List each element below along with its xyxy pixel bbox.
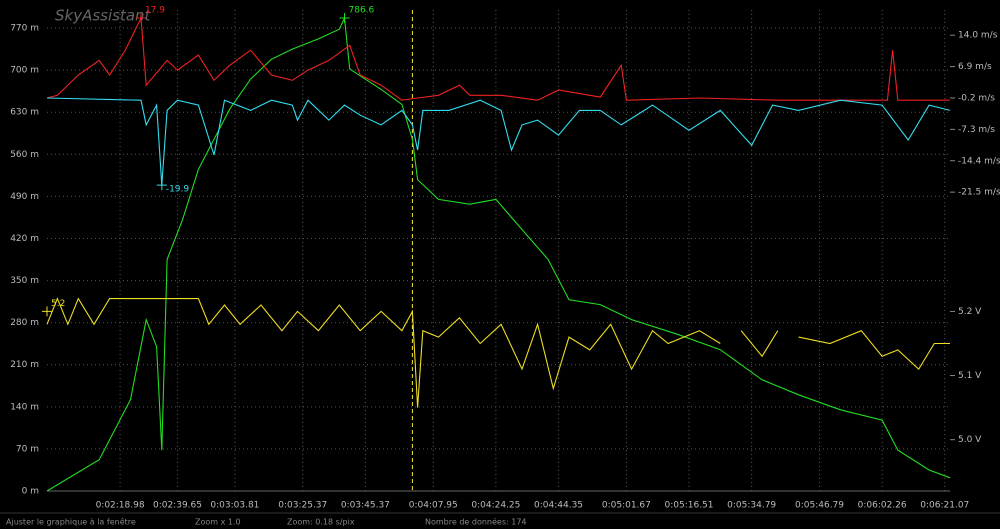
status-zoom: Zoom x 1.0 [195,518,241,527]
annotation-label: 786.6 [349,6,375,16]
x-tick-label: 0:02:18.98 [96,501,145,511]
annotation-label: 5.2 [51,299,65,309]
y2-tick-label: -21.5 m/s [958,188,1000,198]
annotation-label: 17.9 [145,5,165,15]
series-line [46,16,951,492]
x-tick-label: 0:05:01.67 [602,501,651,511]
status-fit[interactable]: Ajuster le graphique à la fenêtre [6,517,136,527]
y-tick-label: 70 m [16,444,39,454]
y-tick-label: 0 m [22,487,39,497]
y-tick-label: 420 m [10,234,39,244]
y3-tick-label: 5.0 V [958,435,982,445]
y-tick-label: 630 m [10,108,39,118]
y-tick-label: 280 m [10,318,39,328]
y2-tick-label: -7.3 m/s [958,125,995,135]
x-tick-label: 0:03:03.81 [210,501,259,511]
series-line [46,15,950,101]
y2-tick-label: -14.4 m/s [958,156,1000,166]
watermark: SkyAssistant [55,7,152,25]
status-zoom-time: Zoom: 0.18 s/pix [287,518,355,527]
x-tick-label: 0:03:45.37 [341,501,390,511]
x-tick-label: 0:04:24.25 [471,501,520,511]
status-count: Nombre de données: 174 [425,517,527,527]
y-tick-label: 700 m [10,66,39,76]
y-tick-label: 490 m [10,192,39,202]
annotation-label: -19.9 [166,185,190,195]
y-tick-label: 770 m [10,24,39,34]
y2-tick-label: 6.9 m/s [958,62,992,72]
x-tick-label: 0:06:02.26 [858,501,907,511]
annotation-marker [156,180,167,191]
series-line [46,297,721,408]
x-tick-label: 0:05:46.79 [795,501,844,511]
y3-tick-label: 5.2 V [958,307,982,317]
series-line [740,330,779,358]
x-tick-label: 0:06:21.07 [920,501,969,511]
series-line [798,330,950,370]
y2-tick-label: 14.0 m/s [958,31,998,41]
y-tick-label: 140 m [10,402,39,412]
x-tick-label: 0:05:34.79 [727,501,776,511]
series-line [46,97,951,186]
x-tick-label: 0:03:25.37 [278,501,327,511]
x-tick-label: 0:05:16.51 [665,501,714,511]
annotation-marker [135,12,146,23]
y-tick-label: 350 m [10,276,39,286]
annotation-marker [339,13,350,24]
y2-tick-label: -0.2 m/s [958,93,995,103]
annotation-marker [42,306,52,317]
x-tick-label: 0:04:07.95 [409,501,458,511]
y-tick-label: 210 m [10,360,39,370]
x-tick-label: 0:04:44.35 [534,501,583,511]
y3-tick-label: 5.1 V [958,371,982,381]
x-tick-label: 0:02:39.65 [153,501,202,511]
y-tick-label: 560 m [10,150,39,160]
